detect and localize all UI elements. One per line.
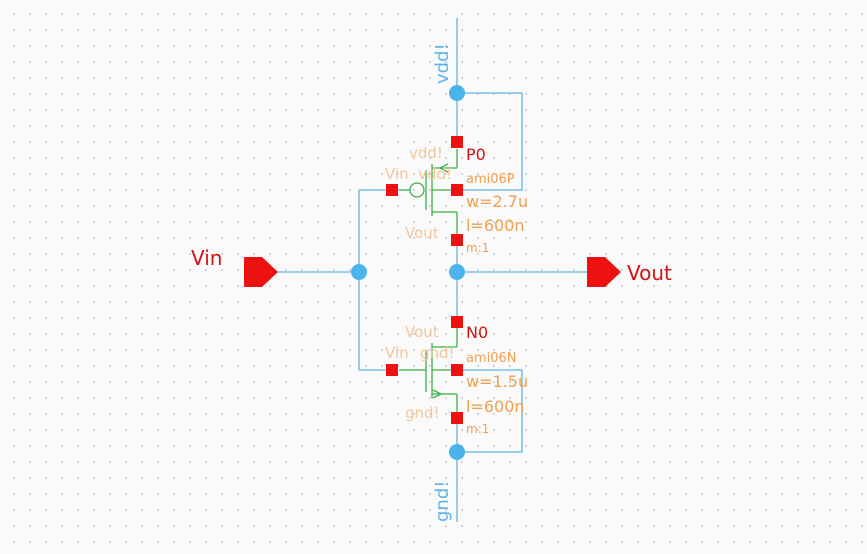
nmos-pin-gate[interactable] [386, 364, 398, 376]
nmos-terminal-out: Vout [405, 323, 439, 341]
pmos-model: ami06P [466, 172, 515, 187]
vin-port-label: Vin [191, 246, 222, 270]
nmos-arrow [432, 389, 443, 399]
pmos-multiplier: m:1 [466, 241, 489, 255]
junction-dots [351, 85, 465, 460]
pmos-terminal-out: Vout [405, 224, 439, 242]
vout-port-label: Vout [627, 261, 672, 285]
nmos-length: l=600n [466, 397, 525, 416]
junction-input[interactable] [351, 264, 367, 280]
junction-output[interactable] [449, 264, 465, 280]
nmos-width: w=1.5u [466, 372, 528, 391]
nmos-multiplier: m:1 [466, 422, 489, 436]
pmos-pin-source[interactable] [451, 136, 463, 148]
nmos-pin-bulk[interactable] [451, 364, 463, 376]
vout-port[interactable] [587, 257, 621, 287]
pmos-width: w=2.7u [466, 192, 528, 211]
wires [276, 18, 590, 522]
gnd-net-label: gnd! [432, 481, 453, 522]
pmos-instance-name: P0 [466, 145, 486, 164]
pmos-length: l=600n [466, 216, 525, 235]
nmos-model: ami06N [466, 351, 517, 366]
pmos-terminal-gate: Vin [385, 165, 409, 183]
nmos-terminal-gnd: gnd! [405, 404, 440, 422]
device-pins [386, 136, 463, 424]
nmos-instance-name: N0 [466, 323, 488, 342]
wire-gnd-bulk-loop[interactable] [457, 369, 523, 453]
vdd-net-label: vdd! [432, 43, 453, 84]
pmos-pin-gate[interactable] [386, 184, 398, 196]
nmos-pin-source[interactable] [451, 412, 463, 424]
wire-vdd-bulk-loop[interactable] [457, 92, 523, 191]
vin-port[interactable] [244, 257, 278, 287]
pmos-transistor[interactable] [399, 149, 458, 240]
pmos-gate-bubble [409, 182, 425, 198]
junction-vdd[interactable] [449, 85, 465, 101]
pmos-arrow [438, 163, 449, 173]
pmos-terminal-vdd: vdd! [409, 144, 443, 162]
junction-gnd[interactable] [449, 444, 465, 460]
pmos-pin-drain[interactable] [451, 234, 463, 246]
nmos-pin-drain[interactable] [451, 316, 463, 328]
pmos-pin-bulk[interactable] [451, 184, 463, 196]
pmos-terminal-bulk: vdd! [418, 165, 452, 183]
nmos-terminal-bulk: gnd! [420, 344, 455, 362]
nmos-terminal-gate: Vin [385, 344, 409, 362]
